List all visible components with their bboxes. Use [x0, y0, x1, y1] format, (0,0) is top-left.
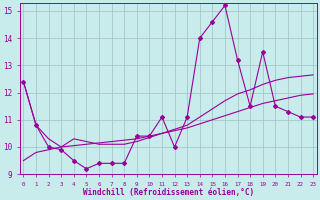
X-axis label: Windchill (Refroidissement éolien,°C): Windchill (Refroidissement éolien,°C) [83, 188, 254, 197]
